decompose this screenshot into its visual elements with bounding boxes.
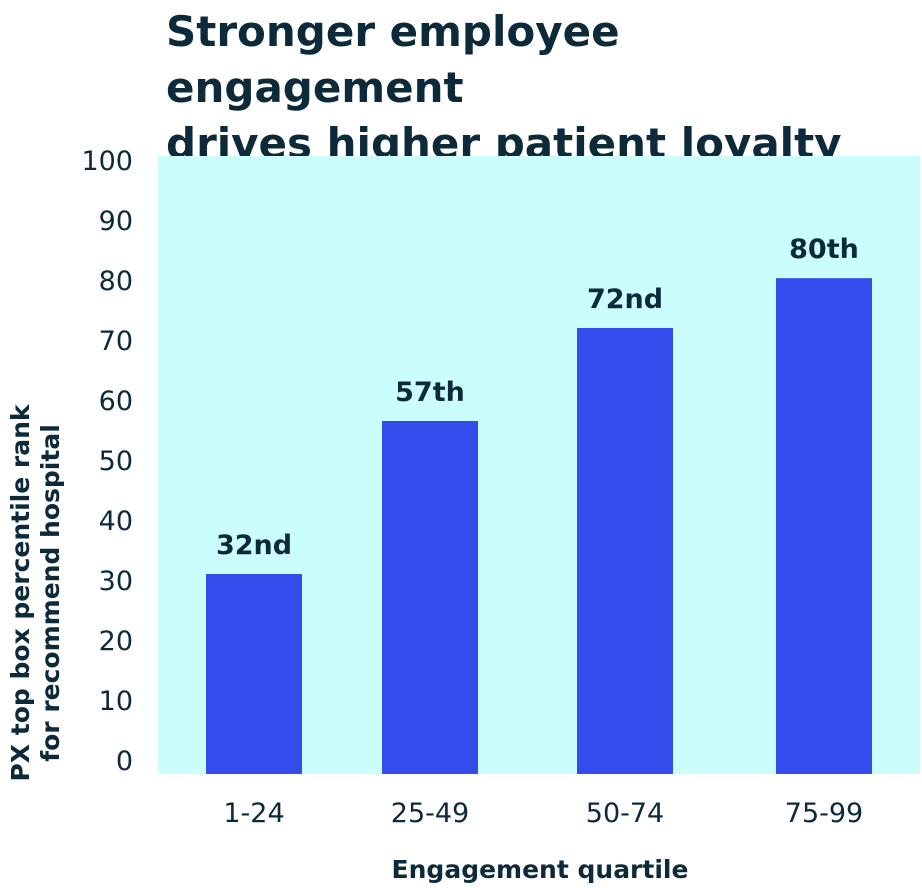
bar-1-24 xyxy=(206,574,302,774)
x-tick-label-25-49: 25-49 xyxy=(391,798,469,829)
y-tick-label: 80 xyxy=(99,266,133,297)
x-axis-label: Engagement quartile xyxy=(392,855,689,884)
y-axis-ticks: 0 10 20 30 40 50 60 70 80 90 100 xyxy=(81,146,133,777)
y-tick-label: 60 xyxy=(99,386,133,417)
y-axis-label-line-2: for recommend hospital xyxy=(36,424,65,762)
bar-25-49 xyxy=(382,421,478,774)
y-tick-label: 70 xyxy=(99,326,133,357)
data-label-1-24: 32nd xyxy=(216,530,292,561)
y-tick-label: 100 xyxy=(81,146,133,177)
y-tick-label: 40 xyxy=(99,506,133,537)
y-tick-label: 10 xyxy=(99,686,133,717)
data-label-50-74: 72nd xyxy=(587,284,663,315)
bars xyxy=(206,278,872,774)
x-tick-label-75-99: 75-99 xyxy=(785,798,863,829)
data-label-25-49: 57th xyxy=(395,377,465,408)
data-labels: 32nd 57th 72nd 80th xyxy=(216,234,859,561)
y-tick-label: 90 xyxy=(99,206,133,237)
bar-50-74 xyxy=(577,328,673,774)
x-axis-ticks: 1-24 25-49 50-74 75-99 xyxy=(223,798,863,829)
y-tick-label: 50 xyxy=(99,446,133,477)
y-tick-label: 20 xyxy=(99,626,133,657)
x-tick-label-50-74: 50-74 xyxy=(586,798,664,829)
bar-75-99 xyxy=(776,278,872,774)
x-tick-label-1-24: 1-24 xyxy=(223,798,284,829)
data-label-75-99: 80th xyxy=(789,234,859,265)
chart-title-line-1: Stronger employee engagement xyxy=(166,7,620,112)
y-tick-label: 30 xyxy=(99,566,133,597)
y-axis-label-line-1: PX top box percentile rank xyxy=(6,403,35,781)
y-tick-label: 0 xyxy=(116,746,133,777)
y-axis-label: PX top box percentile rank for recommend… xyxy=(6,403,65,781)
